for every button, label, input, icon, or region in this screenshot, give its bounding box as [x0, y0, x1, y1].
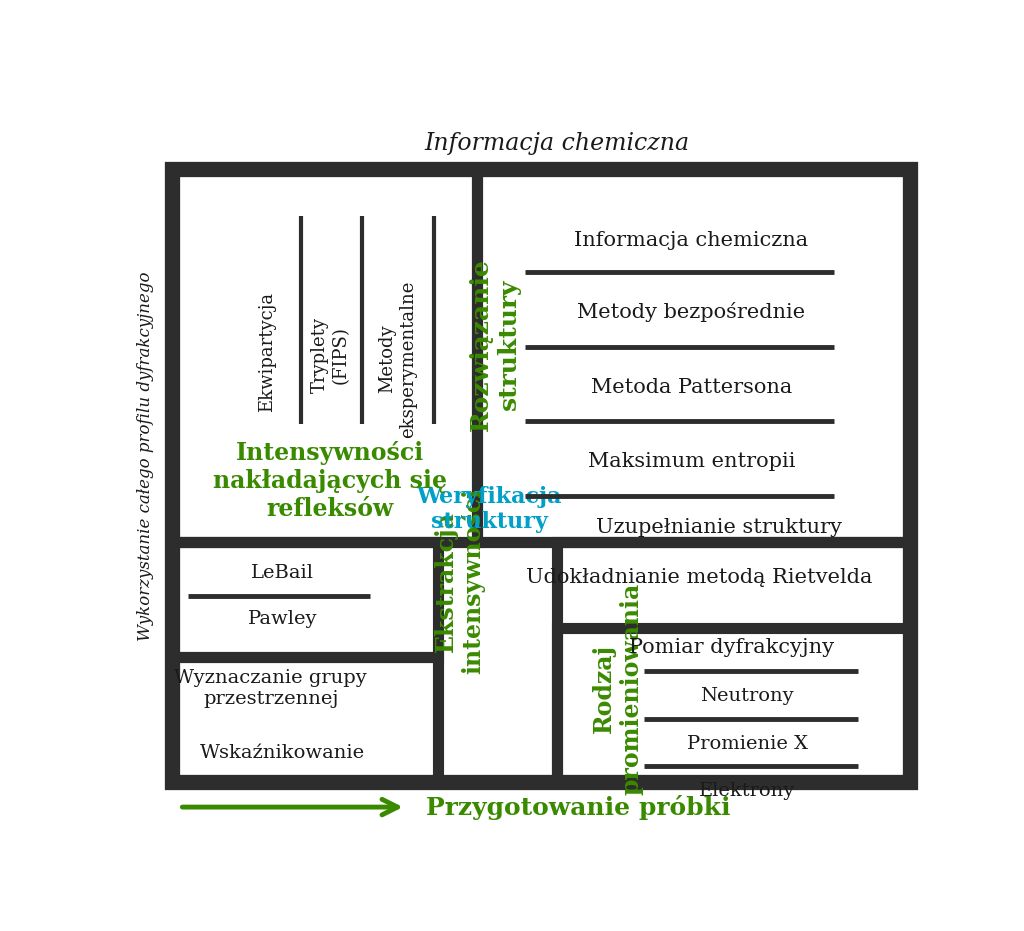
Bar: [477, 169, 909, 542]
Text: Maksimum entropii: Maksimum entropii: [588, 452, 796, 471]
Bar: [172, 542, 437, 656]
Text: Informacja chemiczna: Informacja chemiczna: [424, 132, 689, 155]
Text: Wskaźnikowanie: Wskaźnikowanie: [200, 744, 366, 762]
Text: Elektrony: Elektrony: [699, 782, 795, 801]
Bar: [557, 542, 909, 782]
Text: Uzupełnianie struktury: Uzupełnianie struktury: [596, 518, 842, 537]
Text: Rozwiązanie
struktury: Rozwiązanie struktury: [469, 258, 520, 431]
Text: Udokładnianie metodą Rietvelda: Udokładnianie metodą Rietvelda: [526, 568, 872, 587]
Bar: [557, 627, 909, 782]
Text: Pawley: Pawley: [248, 610, 317, 627]
Bar: [172, 169, 477, 542]
Text: Pomiar dyfrakcyjny: Pomiar dyfrakcyjny: [629, 638, 834, 656]
Text: Wyznaczanie grupy
przestrzennej: Wyznaczanie grupy przestrzennej: [174, 669, 368, 708]
Text: Promienie X: Promienie X: [686, 735, 808, 753]
Bar: [172, 656, 437, 782]
Text: Rodzaj
promieniowania: Rodzaj promieniowania: [592, 583, 643, 795]
Text: Metody
eksperymentalne: Metody eksperymentalne: [379, 280, 417, 438]
Text: Metoda Pattersona: Metoda Pattersona: [591, 378, 793, 398]
Text: Przygotowanie próbki: Przygotowanie próbki: [426, 794, 730, 819]
Text: Ekwipartycja: Ekwipartycja: [258, 291, 275, 412]
Bar: [172, 169, 909, 782]
Text: Ekstrakcja
intensywności: Ekstrakcja intensywności: [434, 488, 485, 674]
Bar: [172, 542, 909, 782]
Text: Wykorzystanie całego profilu dyfrakcyjnego: Wykorzystanie całego profilu dyfrakcyjne…: [137, 271, 154, 641]
Text: Metody bezpośrednie: Metody bezpośrednie: [578, 303, 806, 322]
Text: Neutrony: Neutrony: [700, 687, 794, 705]
Text: LeBail: LeBail: [251, 564, 314, 583]
Text: Weryfikacja
struktury: Weryfikacja struktury: [417, 486, 562, 533]
Text: Informacja chemiczna: Informacja chemiczna: [574, 231, 809, 250]
Text: Tryplety
(FIPS): Tryplety (FIPS): [311, 317, 350, 394]
Text: Intensywności
nakładających się
refleksów: Intensywności nakładających się refleksó…: [213, 441, 447, 520]
